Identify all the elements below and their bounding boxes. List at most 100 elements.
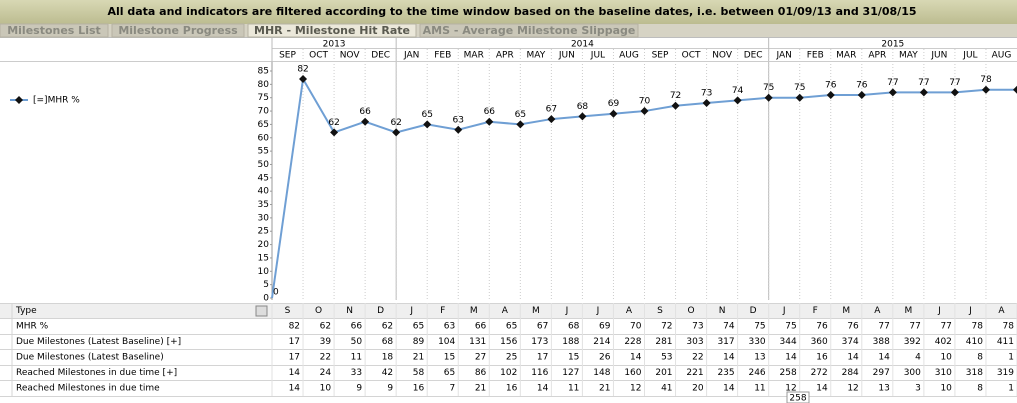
table-cell: 235 — [717, 368, 734, 378]
year-label: 2014 — [571, 40, 594, 50]
table-cell: 15 — [444, 353, 455, 363]
y-tick-label: 25 — [258, 227, 269, 237]
tab[interactable] — [0, 23, 109, 38]
table-cell: 76 — [816, 322, 828, 332]
data-label: 77 — [887, 78, 898, 88]
month-label: MAY — [899, 51, 918, 61]
table-cell: 39 — [320, 337, 332, 347]
banner-text: All data and indicators are filtered acc… — [107, 5, 916, 18]
table-header-cell: J — [968, 306, 972, 316]
tooltip: 258 — [789, 394, 806, 403]
table-cell: 12 — [630, 384, 641, 394]
table-cell: 20 — [692, 384, 704, 394]
month-label: OCT — [309, 51, 328, 61]
data-label: 0 — [273, 288, 279, 298]
y-tick-label: 30 — [258, 213, 270, 223]
table-cell: 75 — [754, 322, 765, 332]
data-label: 62 — [390, 118, 401, 128]
month-label: JUN — [558, 51, 575, 61]
table-header-cell: J — [596, 306, 600, 316]
table-cell: 66 — [351, 322, 363, 332]
table-cell: 14 — [816, 384, 828, 394]
table-cell: 8 — [977, 353, 983, 363]
table-cell: 14 — [537, 384, 549, 394]
data-label: 65 — [421, 110, 432, 120]
table-cell: 14 — [785, 353, 797, 363]
table-cell: 13 — [754, 353, 765, 363]
month-label: FEB — [807, 51, 824, 61]
table-cell: 272 — [811, 368, 828, 378]
table-header-cell: O — [315, 306, 322, 316]
table-header-cell: D — [377, 306, 384, 316]
table-cell: 78 — [972, 322, 984, 332]
point-marker — [702, 99, 711, 108]
legend-label: [=]MHR % — [33, 96, 80, 106]
month-label: DEC — [744, 51, 763, 61]
tab[interactable] — [419, 23, 639, 38]
table-cell: 317 — [717, 337, 734, 347]
table-header-cell: S — [285, 306, 291, 316]
table-header-cell: J — [937, 306, 941, 316]
table-cell: 82 — [289, 322, 300, 332]
table-cell: 300 — [904, 368, 921, 378]
table-cell: 16 — [816, 353, 828, 363]
month-label: SEP — [652, 51, 669, 61]
table-cell: 66 — [475, 322, 487, 332]
table-cell: 8 — [977, 384, 983, 394]
y-tick-label: 70 — [258, 107, 270, 117]
line-start-segment — [271, 78, 305, 299]
table-cell: 102 — [500, 368, 517, 378]
table-header-cell: J — [409, 306, 413, 316]
table-header-cell: J — [782, 306, 786, 316]
data-label: 69 — [608, 99, 620, 109]
tab-label[interactable]: AMS - Average Milestone Slippage — [423, 24, 636, 37]
point-marker — [609, 109, 618, 118]
table-header-cell: A — [874, 306, 881, 316]
table-header-cell: S — [657, 306, 663, 316]
y-tick-label: 55 — [258, 147, 269, 157]
table-header-cell: N — [346, 306, 353, 316]
month-label: JUN — [930, 51, 947, 61]
y-tick-label: 85 — [258, 67, 269, 77]
table-cell: 86 — [475, 368, 487, 378]
table-cell: 77 — [878, 322, 889, 332]
table-cell: 62 — [382, 322, 393, 332]
y-tick-label: 80 — [258, 80, 270, 90]
data-label: 82 — [297, 65, 308, 75]
table-cell: 62 — [320, 322, 331, 332]
tab-label[interactable]: MHR - Milestone Hit Rate — [254, 24, 410, 37]
data-label: 65 — [515, 110, 526, 120]
month-label: JUL — [590, 51, 605, 61]
table-cell: 14 — [847, 353, 859, 363]
filter-icon[interactable] — [255, 305, 268, 317]
point-marker — [733, 96, 742, 105]
table-cell: 221 — [686, 368, 703, 378]
table-cell: 411 — [997, 337, 1014, 347]
table-cell: 160 — [624, 368, 641, 378]
point-marker — [888, 88, 897, 97]
tab-label[interactable]: Milestone Progress — [118, 24, 238, 37]
table-cell: 127 — [562, 368, 579, 378]
table-cell: 22 — [320, 353, 331, 363]
data-label: 62 — [328, 118, 339, 128]
data-label: 77 — [918, 78, 929, 88]
table-cell: 14 — [723, 353, 735, 363]
table-cell: 14 — [289, 368, 301, 378]
tooltip-box — [786, 391, 810, 403]
table-header-cell: A — [626, 306, 633, 316]
table-cell: 77 — [940, 322, 951, 332]
point-marker — [361, 117, 370, 126]
table-cell: 360 — [811, 337, 828, 347]
tab[interactable] — [111, 23, 245, 38]
data-label: 63 — [453, 115, 464, 125]
table-cell: 14 — [723, 384, 735, 394]
table-cell: 67 — [537, 322, 548, 332]
tab-label[interactable]: Milestones List — [7, 24, 101, 37]
table-cell: 246 — [748, 368, 765, 378]
table-cell: 21 — [475, 384, 486, 394]
table-cell: 330 — [748, 337, 765, 347]
table-cell: 9 — [356, 384, 362, 394]
tab[interactable] — [247, 23, 417, 38]
table-header-cell: M — [842, 306, 850, 316]
